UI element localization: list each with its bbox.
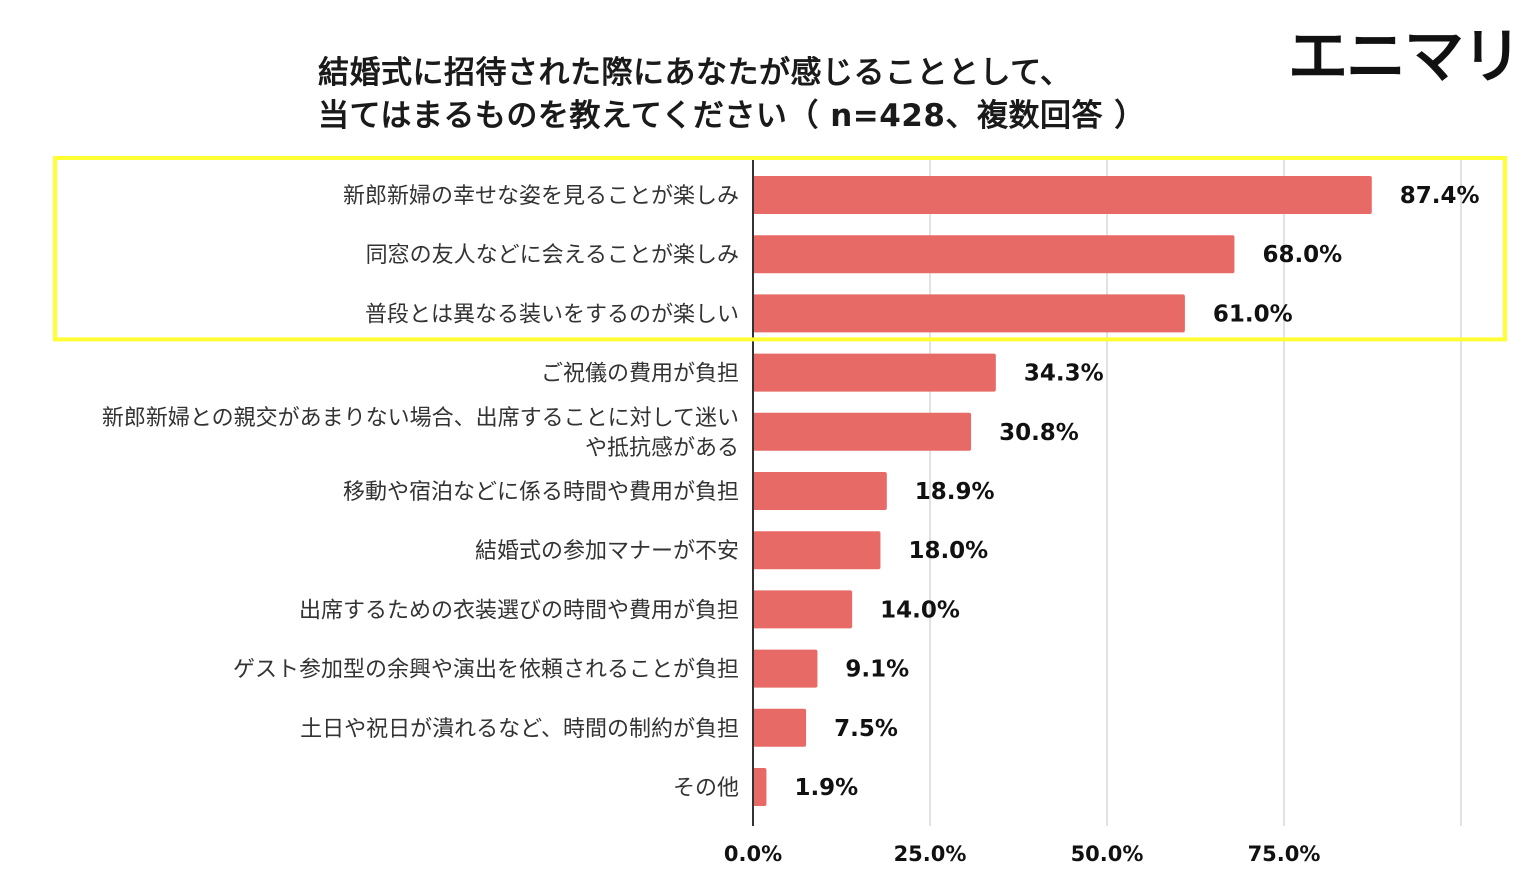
bar [753, 472, 887, 510]
category-label: 新郎新婦の幸せな姿を見ることが楽しみ [343, 184, 739, 209]
category-label: や抵抗感がある [585, 436, 739, 461]
category-label: 普段とは異なる装いをするのが楽しい [365, 302, 739, 327]
category-label: ご祝儀の費用が負担 [541, 362, 739, 387]
category-label: 新郎新婦との親交があまりない場合、出席することに対して迷い [102, 406, 739, 431]
highlight-box [53, 156, 1507, 342]
bar [753, 590, 853, 629]
bar [753, 649, 818, 688]
bar [753, 531, 881, 570]
chart-title-line-1: 結婚式に招待された際にあなたが感じることとして、 [318, 55, 1072, 91]
data-label: 9.1% [845, 657, 909, 683]
category-label: 土日や祝日が潰れるなど、時間の制約が負担 [300, 717, 739, 742]
data-label: 34.3% [1024, 361, 1104, 387]
bar [753, 176, 1372, 214]
x-tick-label: 50.0% [1071, 842, 1144, 866]
data-label: 7.5% [834, 716, 898, 742]
x-tick-label: 0.0% [724, 842, 782, 866]
data-label: 1.9% [794, 775, 858, 801]
category-label: 移動や宿泊などに係る時間や費用が負担 [343, 480, 739, 505]
chart-title: 結婚式に招待された際にあなたが感じることとして、 当てはまるものを教えてください… [318, 52, 1146, 138]
data-label: 68.0% [1262, 242, 1342, 268]
bar [753, 294, 1185, 333]
bar [753, 235, 1235, 274]
bar [753, 708, 807, 747]
data-label: 30.8% [999, 420, 1079, 446]
chart-title-line-2: 当てはまるものを教えてください（ n=428、複数回答 ） [318, 98, 1146, 134]
category-label: ゲスト参加型の余興や演出を依頼されることが負担 [233, 658, 739, 683]
category-label: 結婚式の参加マナーが不安 [475, 539, 739, 564]
category-label: その他 [673, 776, 739, 801]
brand-logo: エニマリ [1288, 22, 1522, 92]
bar [753, 412, 972, 451]
category-label: 出席するための衣装選びの時間や費用が負担 [299, 598, 739, 623]
category-label: 同窓の友人などに会えることが楽しみ [366, 243, 739, 268]
data-label: 18.9% [915, 479, 995, 505]
bar [753, 353, 996, 392]
data-label: 18.0% [908, 538, 988, 564]
data-label: 14.0% [880, 597, 960, 623]
x-tick-label: 75.0% [1248, 842, 1321, 866]
x-tick-label: 25.0% [894, 842, 967, 866]
data-label: 61.0% [1213, 301, 1293, 327]
bar [753, 768, 767, 806]
data-label: 87.4% [1400, 183, 1480, 209]
